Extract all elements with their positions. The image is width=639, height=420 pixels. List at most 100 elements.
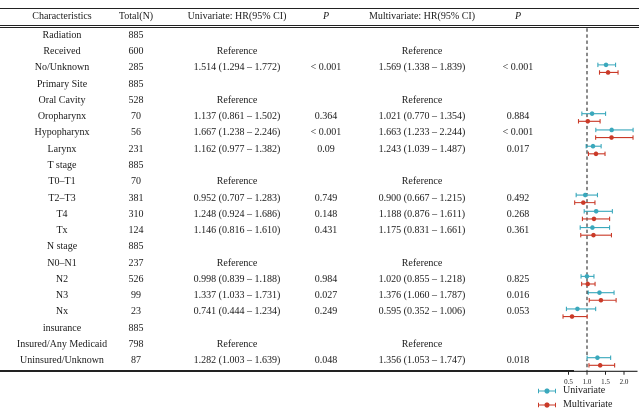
cell-characteristic: N stage — [46, 241, 78, 253]
cell-characteristic: Larynx — [47, 143, 77, 155]
table-row: Received 600 Reference Reference — [0, 44, 639, 60]
cell-total-n: 237 — [128, 257, 144, 269]
cell-univariate-hr: 1.162 (0.977 – 1.382) — [193, 143, 281, 155]
cell-p-univariate: < 0.001 — [310, 127, 342, 139]
table-row: No/Unknown 285 1.514 (1.294 – 1.772) < 0.00… — [0, 60, 639, 76]
cell-characteristic: No/Unknown — [34, 62, 90, 74]
cell-multivariate-hr: 0.595 (0.352 – 1.006) — [378, 306, 466, 318]
cell-p-univariate: 0.148 — [314, 208, 338, 220]
table-row: T stage 885 — [0, 158, 639, 174]
cell-univariate-hr: 1.282 (1.003 – 1.639) — [193, 355, 281, 367]
cell-univariate-hr — [158, 77, 316, 93]
univariate-marker-icon — [538, 388, 556, 394]
header-univariate-hr: Univariate: HR(95% CI) — [187, 11, 287, 22]
cell-characteristic: N2 — [55, 273, 69, 285]
table-row: Larynx 231 1.162 (0.977 – 1.382) 0.09 1.243 … — [0, 142, 639, 158]
cell-characteristic: Uninsured/Unknown — [20, 355, 104, 367]
table-row: N3 99 1.337 (1.033 – 1.731) 0.027 1.376 (1.0… — [0, 288, 639, 304]
legend-label: Multivariate — [563, 399, 613, 410]
cell-p-multivariate — [487, 93, 549, 109]
table-row: N stage 885 — [0, 239, 639, 255]
cell-univariate-hr: Reference — [216, 176, 258, 188]
cell-multivariate-hr: 1.020 (0.855 – 1.218) — [378, 273, 466, 285]
cell-p-univariate: < 0.001 — [310, 62, 342, 74]
cell-characteristic: Oropharynx — [37, 111, 87, 123]
cell-p-multivariate: 0.884 — [506, 111, 530, 123]
cell-p-multivariate: 0.825 — [506, 273, 530, 285]
cell-p-univariate: 0.09 — [317, 143, 335, 155]
cell-p-multivariate: 0.016 — [506, 290, 530, 302]
cell-total-n: 885 — [128, 29, 144, 41]
plot-legend: Univariate Multivariate — [537, 384, 612, 412]
cell-total-n: 231 — [128, 143, 144, 155]
header-double-rule-bottom — [0, 27, 639, 28]
cell-univariate-hr: Reference — [216, 46, 258, 58]
cell-total-n: 885 — [128, 322, 144, 334]
table-row: N0–N1 237 Reference Reference — [0, 256, 639, 272]
cell-characteristic: insurance — [42, 322, 82, 334]
cell-univariate-hr: 1.248 (0.924 – 1.686) — [193, 208, 281, 220]
cell-univariate-hr: 0.952 (0.707 – 1.283) — [193, 192, 281, 204]
cell-p-multivariate — [487, 77, 549, 93]
table-bottom-rule — [0, 369, 574, 372]
cell-multivariate-hr: 1.175 (0.831 – 1.661) — [378, 225, 466, 237]
cell-p-multivariate: 0.018 — [506, 355, 530, 367]
header-characteristics: Characteristics — [32, 11, 92, 22]
cell-p-multivariate: < 0.001 — [502, 62, 534, 74]
cell-total-n: 310 — [128, 208, 144, 220]
cell-total-n: 885 — [128, 78, 144, 90]
cell-univariate-hr: Reference — [216, 94, 258, 106]
cell-characteristic: T0–T1 — [48, 176, 76, 188]
cell-total-n: 23 — [131, 306, 141, 318]
cell-characteristic: Tx — [56, 225, 68, 237]
table-header: Characteristics Total(N) Univariate: HR(… — [0, 9, 639, 25]
cell-multivariate-hr: 1.569 (1.338 – 1.839) — [378, 62, 466, 74]
cell-p-multivariate: 0.053 — [506, 306, 530, 318]
table-row: Insured/Any Medicaid 798 Reference Referenc… — [0, 337, 639, 353]
legend-label: Univariate — [563, 385, 606, 396]
cell-p-univariate: 0.048 — [314, 355, 338, 367]
table-row: T0–T1 70 Reference Reference — [0, 174, 639, 190]
cell-p-univariate: 0.027 — [314, 290, 338, 302]
x-axis-tick-label: 2.0 — [620, 378, 629, 386]
cell-characteristic: Hypopharynx — [34, 127, 90, 139]
header-p-multivariate: P — [514, 11, 522, 22]
cell-multivariate-hr: Reference — [401, 257, 443, 269]
table-row: T4 310 1.248 (0.924 – 1.686) 0.148 1.188 (0.… — [0, 207, 639, 223]
cell-characteristic: T2–T3 — [48, 192, 76, 204]
cell-univariate-hr: 0.741 (0.444 – 1.234) — [193, 306, 281, 318]
cell-p-multivariate: 0.361 — [506, 225, 530, 237]
cell-p-univariate: 0.984 — [314, 273, 338, 285]
cell-total-n: 70 — [131, 111, 141, 123]
cell-characteristic: T4 — [56, 208, 68, 220]
table-row: Radiation 885 — [0, 28, 639, 44]
cell-p-univariate: 0.249 — [314, 306, 338, 318]
cell-p-multivariate: 0.492 — [506, 192, 530, 204]
table-row: Oropharynx 70 1.137 (0.861 – 1.502) 0.364 1.… — [0, 109, 639, 125]
cell-multivariate-hr: 0.900 (0.667 – 1.215) — [378, 192, 466, 204]
cell-total-n: 56 — [131, 127, 141, 139]
cell-multivariate-hr: 1.356 (1.053 – 1.747) — [378, 355, 466, 367]
cell-univariate-hr: Reference — [216, 338, 258, 350]
table-row: Uninsured/Unknown 87 1.282 (1.003 – 1.639)… — [0, 353, 639, 369]
cell-multivariate-hr: 1.188 (0.876 – 1.611) — [378, 208, 466, 220]
cell-total-n: 600 — [128, 46, 144, 58]
table-row: Primary Site 885 — [0, 77, 639, 93]
cell-p-univariate: 0.431 — [314, 225, 338, 237]
table-row: N2 526 0.998 (0.839 – 1.188) 0.984 1.020 (0.… — [0, 272, 639, 288]
cell-total-n: 528 — [128, 94, 144, 106]
cell-total-n: 381 — [128, 192, 144, 204]
cell-total-n: 124 — [128, 225, 144, 237]
cell-total-n: 526 — [128, 273, 144, 285]
cell-total-n: 885 — [128, 160, 144, 172]
cell-characteristic: Nx — [55, 306, 69, 318]
table-row: Hypopharynx 56 1.667 (1.238 – 2.246) < 0.00… — [0, 125, 639, 141]
cell-p-multivariate — [487, 28, 549, 44]
cell-multivariate-hr: 1.021 (0.770 – 1.354) — [378, 111, 466, 123]
cell-p-univariate: 0.749 — [314, 192, 338, 204]
table-row: T2–T3 381 0.952 (0.707 – 1.283) 0.749 0.900 … — [0, 191, 639, 207]
cell-total-n: 885 — [128, 241, 144, 253]
cell-multivariate-hr: Reference — [401, 94, 443, 106]
cell-characteristic: N3 — [55, 290, 69, 302]
